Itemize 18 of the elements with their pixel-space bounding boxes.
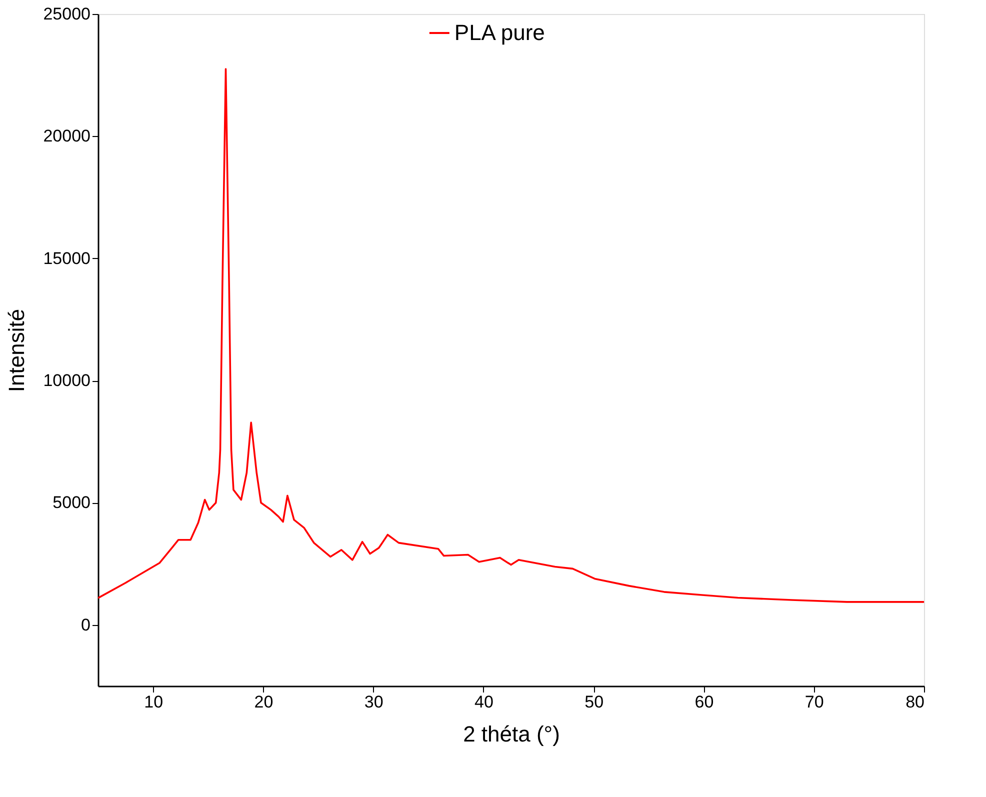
line-series <box>98 68 924 603</box>
x-tick-label: 10 <box>144 692 164 712</box>
y-tick-label: 0 <box>81 615 90 634</box>
x-tick-label: 80 <box>906 692 924 712</box>
y-axis-title: Intensité <box>4 308 30 392</box>
y-tick-label: 25000 <box>43 4 90 24</box>
x-tick-label: 20 <box>254 692 274 712</box>
y-tick-label: 5000 <box>52 493 90 512</box>
x-axis-title: 2 théta (°) <box>463 722 560 746</box>
x-tick-label: 30 <box>364 692 384 712</box>
legend-label: PLA pure <box>454 20 545 45</box>
x-tick-label: 40 <box>474 692 494 712</box>
x-tick-label: 60 <box>694 692 714 712</box>
y-tick-label: 15000 <box>43 248 90 268</box>
x-tick-label: 70 <box>804 692 824 712</box>
x-tick-label: 50 <box>584 692 604 712</box>
y-tick-label: 10000 <box>43 371 90 390</box>
y-tick-label: 20000 <box>43 126 90 146</box>
